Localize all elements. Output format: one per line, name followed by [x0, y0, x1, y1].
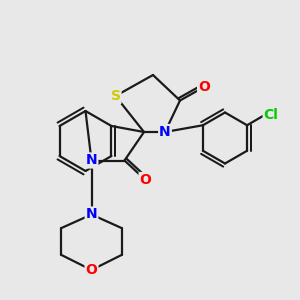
- Text: N: N: [86, 208, 97, 221]
- Text: O: O: [140, 173, 152, 187]
- Text: N: N: [159, 125, 171, 139]
- Text: N: N: [86, 154, 97, 167]
- Text: S: S: [110, 89, 121, 103]
- Text: O: O: [85, 263, 98, 277]
- Text: O: O: [198, 80, 210, 94]
- Text: Cl: Cl: [264, 108, 278, 122]
